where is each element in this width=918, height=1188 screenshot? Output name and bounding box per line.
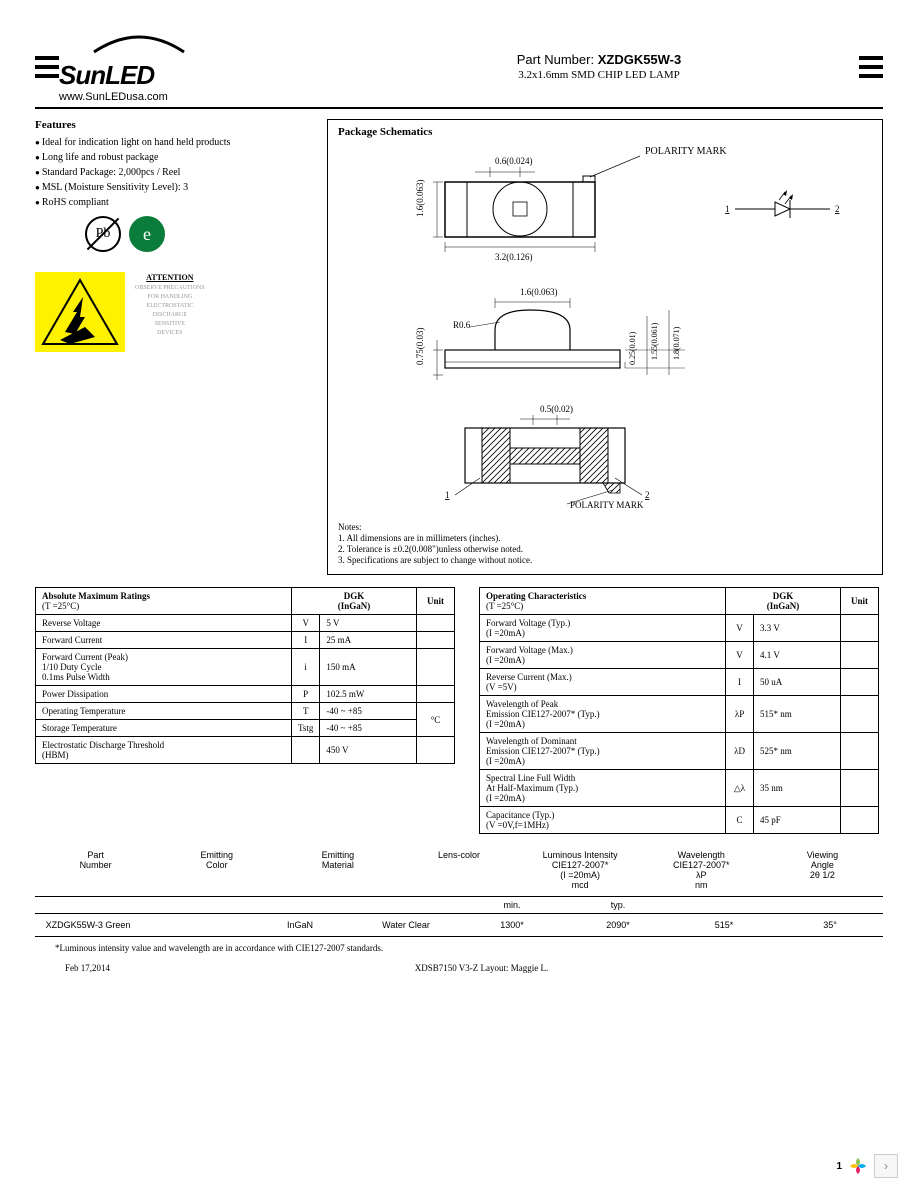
table-row: Forward CurrentI25 mA — [36, 632, 455, 649]
schematic-side-view: 1.6(0.063) R0.6 0.75(0.03) 0.25(0.01) 1.… — [345, 280, 865, 390]
schematic-box: Package Schematics POLARITY MARK 0.6(0.0… — [327, 119, 883, 575]
footer-code: XDSB7150 V3-Z Layout: Maggie L. — [415, 963, 549, 973]
schematic-bottom-view: 0.5(0.02) 1 2 POLARITY MARK — [345, 398, 865, 518]
svg-text:1.55(0.061): 1.55(0.061) — [650, 322, 659, 360]
feature-item: Standard Package: 2,000pcs / Reel — [35, 167, 315, 178]
logo-url: www.SunLEDusa.com — [59, 91, 168, 103]
esd-triangle-icon — [35, 272, 125, 352]
svg-text:R0.6: R0.6 — [453, 320, 471, 330]
svg-text:2: 2 — [645, 490, 650, 500]
table-row: Wavelength of DominantEmission CIE127-20… — [480, 733, 879, 770]
feature-item: Ideal for indication light on hand held … — [35, 137, 315, 148]
pager: 1 › — [836, 1154, 898, 1178]
svg-text:0.25(0.01): 0.25(0.01) — [628, 331, 637, 365]
pager-page-label: 1 — [836, 1161, 842, 1172]
summary-table: PartNumberEmittingColorEmittingMaterialL… — [35, 848, 883, 937]
footnote: *Luminous intensity value and wavelength… — [55, 943, 883, 953]
svg-text:1.8(0.071): 1.8(0.071) — [672, 326, 681, 360]
table-row: Forward Voltage (Max.)(I =20mA)V4.1 V — [480, 642, 879, 669]
features-title: Features — [35, 119, 315, 131]
schematic-title: Package Schematics — [338, 126, 872, 138]
svg-text:1.6(0.063): 1.6(0.063) — [415, 180, 425, 218]
schematic-top-view: POLARITY MARK 0.6(0.024) 1.6(0.063) — [345, 142, 865, 272]
part-number: XZDGK55W-3 — [598, 52, 682, 67]
logo-text: SunLED — [59, 60, 154, 91]
svg-text:POLARITY MARK: POLARITY MARK — [645, 146, 727, 157]
logo-block: SunLED www.SunLEDusa.com — [59, 30, 219, 103]
table-row: Operating TemperatureT-40 ~ +85°C — [36, 703, 455, 720]
menu-icon-right — [859, 56, 883, 78]
features-column: Features Ideal for indication light on h… — [35, 119, 315, 575]
esd-attention: ATTENTION — [135, 272, 205, 284]
opc-table: Operating Characteristics(T =25°C) DGK(I… — [479, 587, 879, 834]
table-row: Storage TemperatureTstg-40 ~ +85 — [36, 720, 455, 737]
pager-next-button[interactable]: › — [874, 1154, 898, 1178]
feature-item: RoHS compliant — [35, 197, 315, 208]
page-header: SunLED www.SunLEDusa.com Part Number: XZ… — [35, 30, 883, 109]
svg-text:POLARITY MARK: POLARITY MARK — [570, 500, 644, 510]
footer: Feb 17,2014 XDSB7150 V3-Z Layout: Maggie… — [35, 963, 883, 973]
schematic-notes: Notes: 1. All dimensions are in millimet… — [338, 522, 872, 565]
pager-logo-icon — [848, 1156, 868, 1176]
table-row: Spectral Line Full WidthAt Half-Maximum … — [480, 770, 879, 807]
table-row: Wavelength of PeakEmission CIE127-2007* … — [480, 696, 879, 733]
svg-text:1: 1 — [725, 204, 730, 214]
part-info: Part Number: XZDGK55W-3 3.2x1.6mm SMD CH… — [219, 52, 859, 81]
svg-text:0.5(0.02): 0.5(0.02) — [540, 404, 573, 414]
part-label: Part Number: — [517, 52, 594, 67]
part-desc: 3.2x1.6mm SMD CHIP LED LAMP — [339, 69, 859, 81]
svg-text:2: 2 — [835, 204, 840, 214]
svg-text:0.75(0.03): 0.75(0.03) — [415, 328, 425, 366]
pb-free-icon: Pb — [85, 216, 121, 252]
table-row: Forward Voltage (Typ.)(I =20mA)V3.3 V — [480, 615, 879, 642]
table-row: Reverse VoltageV5 V — [36, 615, 455, 632]
svg-text:0.6(0.024): 0.6(0.024) — [495, 156, 533, 166]
table-row: Forward Current (Peak)1/10 Duty Cycle0.1… — [36, 649, 455, 686]
footer-date: Feb 17,2014 — [65, 963, 110, 973]
svg-text:1: 1 — [445, 490, 450, 500]
table-row: Power DissipationP102.5 mW — [36, 686, 455, 703]
table-row: Reverse Current (Max.)(V =5V)I50 uA — [480, 669, 879, 696]
opc-col2: DGK(InGaN) — [726, 588, 841, 615]
table-row: Electrostatic Discharge Threshold(HBM)45… — [36, 737, 455, 764]
amr-col2: DGK(InGaN) — [292, 588, 417, 615]
amr-table: Absolute Maximum Ratings(T =25°C) DGK(In… — [35, 587, 455, 764]
svg-text:1.6(0.063): 1.6(0.063) — [520, 287, 558, 297]
feature-item: Long life and robust package — [35, 152, 315, 163]
table-row: Capacitance (Typ.)(V =0V,f=1MHz)C45 pF — [480, 807, 879, 834]
logo-arc-icon — [59, 30, 219, 60]
feature-item: MSL (Moisture Sensitivity Level): 3 — [35, 182, 315, 193]
esd-warning: ATTENTION OBSERVE PRECAUTIONSFOR HANDLIN… — [35, 272, 315, 352]
rohs-green-icon: e — [129, 216, 165, 252]
svg-text:3.2(0.126): 3.2(0.126) — [495, 252, 533, 262]
menu-icon-left — [35, 56, 59, 78]
